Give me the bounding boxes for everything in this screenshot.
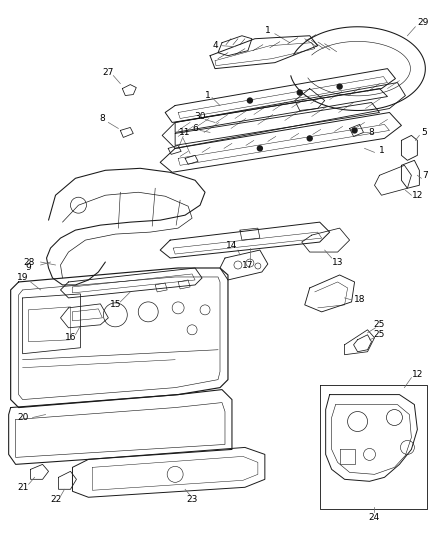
Text: 4: 4: [212, 41, 218, 50]
Text: 1: 1: [265, 26, 271, 35]
Circle shape: [247, 98, 252, 103]
Text: 20: 20: [17, 413, 28, 422]
Text: 13: 13: [332, 257, 343, 266]
Text: 28: 28: [23, 257, 34, 266]
Text: 16: 16: [65, 333, 76, 342]
Text: 17: 17: [242, 261, 254, 270]
Text: 25: 25: [374, 320, 385, 329]
Text: 21: 21: [17, 483, 28, 492]
Text: 5: 5: [421, 128, 427, 137]
Text: 24: 24: [368, 513, 379, 522]
Text: 27: 27: [102, 68, 114, 77]
Text: 15: 15: [110, 301, 121, 309]
Text: 8: 8: [369, 128, 374, 137]
Text: 7: 7: [423, 171, 428, 180]
Text: 19: 19: [17, 273, 28, 282]
Text: 1: 1: [205, 91, 211, 100]
Text: 1: 1: [378, 146, 385, 155]
Text: 8: 8: [99, 114, 105, 123]
Circle shape: [307, 136, 312, 141]
Text: 18: 18: [354, 295, 365, 304]
Circle shape: [337, 84, 342, 89]
Text: 12: 12: [412, 370, 423, 379]
Text: 30: 30: [194, 112, 206, 121]
Text: 14: 14: [226, 240, 238, 249]
Text: 12: 12: [412, 191, 423, 200]
Text: 23: 23: [187, 495, 198, 504]
Circle shape: [352, 128, 357, 133]
Text: 22: 22: [50, 495, 61, 504]
Circle shape: [258, 146, 262, 151]
Circle shape: [297, 90, 302, 95]
Text: 25: 25: [374, 330, 385, 340]
Text: 6: 6: [192, 124, 198, 133]
Text: 9: 9: [26, 263, 32, 272]
Text: 11: 11: [179, 128, 191, 137]
Text: 29: 29: [418, 18, 429, 27]
